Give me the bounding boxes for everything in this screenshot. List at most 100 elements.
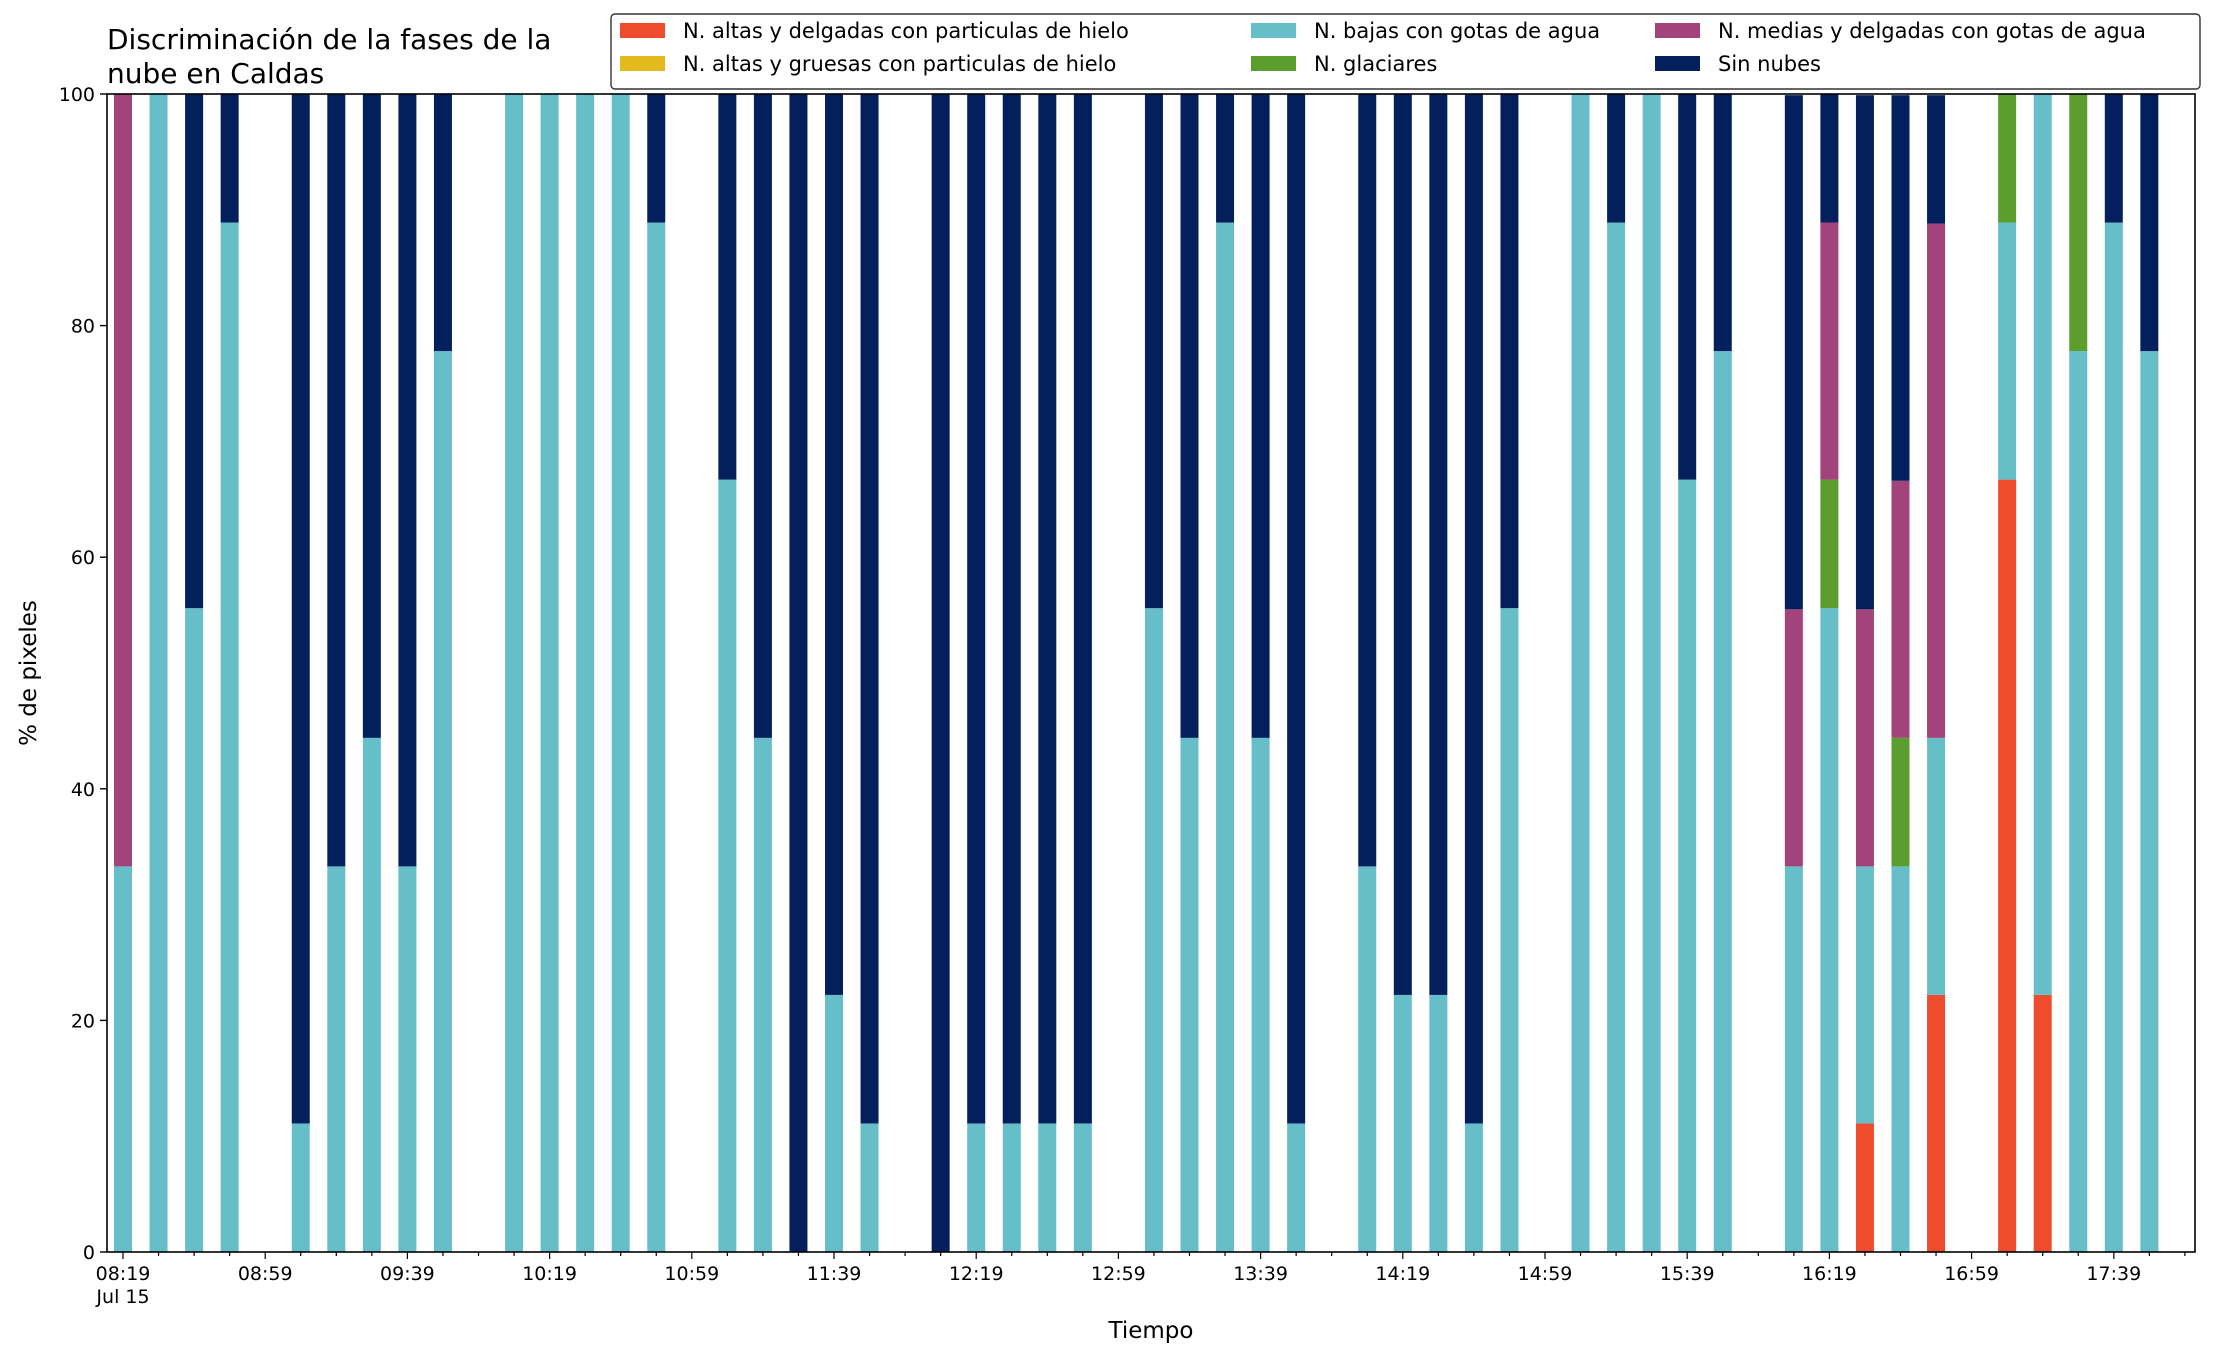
bar-segment (1038, 1123, 1057, 1252)
bar-segment (1820, 222, 1839, 480)
bar-segment (1927, 223, 1946, 738)
bar-segment (1358, 94, 1377, 867)
bar-segment (220, 222, 239, 1252)
chart-title-line: nube en Caldas (107, 57, 324, 90)
bar-segment (220, 94, 239, 223)
bar-stack (1891, 95, 1910, 1252)
bar-segment (1855, 866, 1874, 1124)
bar-stack (1642, 94, 1661, 1252)
bar-stack (931, 94, 950, 1252)
bar-stack (398, 94, 417, 1252)
bar-segment (433, 351, 452, 1253)
bar-stack (433, 94, 452, 1253)
bar-segment (1002, 94, 1021, 1124)
bar-stack (149, 94, 168, 1252)
bar-segment (362, 94, 381, 738)
legend-entry: N. medias y delgadas con gotas de agua (1655, 19, 2146, 43)
bar-stack (1678, 94, 1697, 1252)
bar-segment (185, 94, 204, 609)
bar-segment (1180, 94, 1199, 738)
bar-stack (2140, 94, 2159, 1253)
bar-segment (1891, 737, 1910, 867)
bar-segment (1251, 737, 1270, 1252)
bar-segment (1393, 94, 1412, 995)
bar-segment (1891, 866, 1910, 1252)
bar-segment (1607, 94, 1626, 223)
bar-stack (647, 94, 666, 1252)
legend-swatch (1251, 23, 1296, 38)
x-tick-label: 16:59 (1944, 1263, 1999, 1285)
bar-segment (2104, 222, 2123, 1252)
bar-stack (185, 94, 204, 1252)
bar-stack (1571, 94, 1590, 1252)
bars-layer (114, 94, 2159, 1253)
bar-segment (789, 94, 808, 1252)
bar-segment (1820, 94, 1839, 223)
bar-stack (1038, 94, 1057, 1252)
bar-segment (1251, 94, 1270, 738)
bar-segment (2069, 351, 2088, 1253)
bar-segment (540, 94, 559, 1252)
bar-stack (1784, 95, 1803, 1252)
bar-segment (1002, 1123, 1021, 1252)
legend-entry: N. glaciares (1251, 52, 1437, 76)
x-tick-label: 17:39 (2086, 1263, 2141, 1285)
bar-stack (1216, 94, 1235, 1252)
bar-stack (1251, 94, 1270, 1252)
y-axis: 0 20 40 60 80 100 (59, 84, 107, 1264)
x-tick-label: 10:19 (522, 1263, 577, 1285)
bar-segment (967, 94, 986, 1124)
bar-segment (718, 94, 737, 480)
bar-segment (1358, 866, 1377, 1252)
x-tick-label: 14:59 (1518, 1263, 1573, 1285)
legend-frame (610, 13, 2201, 90)
bar-stack (1180, 94, 1199, 1252)
bar-segment (1891, 95, 1910, 481)
bar-stack (825, 94, 843, 1252)
bar-segment (2104, 94, 2123, 223)
bar-segment (114, 94, 132, 867)
bar-stack (753, 94, 772, 1252)
x-tick-label: 08:19 (96, 1263, 151, 1285)
bar-segment (1144, 608, 1163, 1252)
bar-stack (291, 94, 310, 1252)
bar-stack (2104, 94, 2123, 1252)
bar-segment (1678, 94, 1697, 480)
bar-segment (825, 994, 843, 1252)
legend-label: N. altas y gruesas con particulas de hie… (683, 52, 1116, 76)
x-tick-label: 10:59 (664, 1263, 719, 1285)
bar-stack (362, 94, 381, 1252)
bar-segment (1784, 866, 1803, 1252)
legend-swatch (1655, 23, 1700, 38)
y-axis-label: % de pixeles (16, 600, 42, 746)
bar-segment (647, 222, 666, 1252)
bar-segment (1784, 95, 1803, 610)
bar-segment (1784, 609, 1803, 867)
bar-segment (611, 94, 630, 1252)
legend-swatch (1251, 56, 1296, 71)
bar-segment (1073, 1123, 1092, 1252)
bar-segment (1073, 94, 1092, 1124)
legend-items: N. altas y delgadas con particulas de hi… (620, 19, 2146, 76)
bar-segment (1713, 94, 1732, 352)
bar-segment (1216, 222, 1235, 1252)
bar-segment (753, 94, 772, 738)
bar-segment (2140, 94, 2159, 352)
bar-stack (505, 94, 524, 1252)
bar-stack (1429, 94, 1448, 1252)
bar-segment (1998, 479, 2017, 1252)
bar-segment (1500, 94, 1519, 609)
bar-segment (505, 94, 524, 1252)
bar-stack (1464, 94, 1483, 1252)
bar-segment (1998, 94, 2017, 223)
bar-segment (860, 94, 879, 1124)
bar-segment (327, 866, 346, 1252)
legend-label: N. glaciares (1314, 52, 1437, 76)
bar-segment (1820, 608, 1839, 1252)
x-tick-label: 09:39 (380, 1263, 435, 1285)
bar-segment (1571, 94, 1590, 1252)
plot-frame (106, 93, 2196, 1253)
bar-stack (2069, 94, 2088, 1253)
